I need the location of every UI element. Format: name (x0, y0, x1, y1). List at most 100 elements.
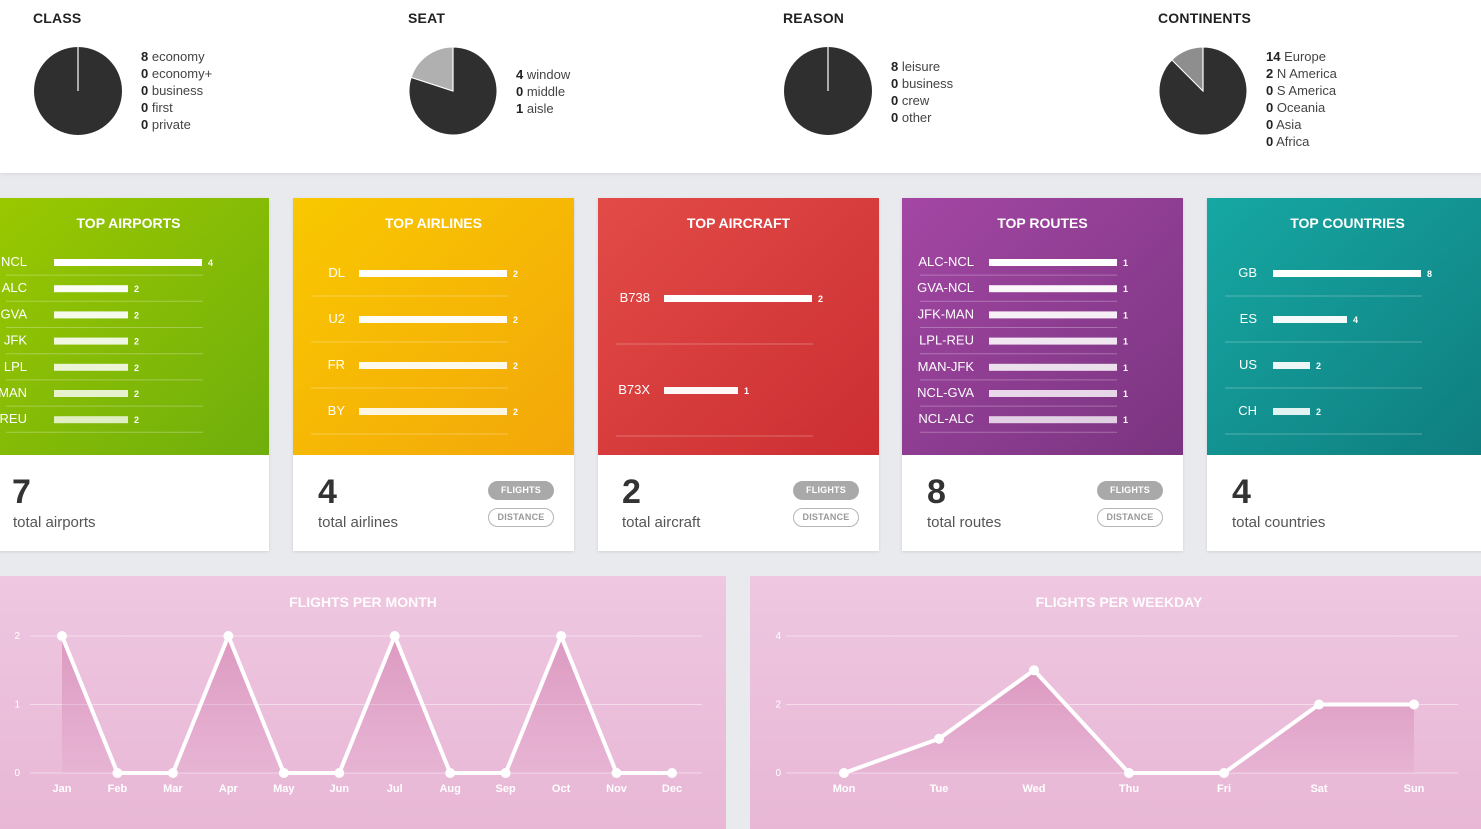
bar-fr[interactable] (359, 362, 507, 369)
bar-u2[interactable] (359, 316, 507, 323)
data-point-oct[interactable] (556, 631, 567, 641)
bar-b73x[interactable] (664, 387, 738, 394)
bar-value-us: 2 (1316, 361, 1321, 371)
data-point-sun[interactable] (1409, 699, 1419, 710)
bar-ch[interactable] (1273, 408, 1310, 415)
flights-per-month-chart: 0 1 2 Jan Feb Mar Apr May Jun Jul Aug Sep Oct Nov Dec (14, 631, 702, 795)
data-point-feb[interactable] (112, 768, 123, 778)
bar-lpl[interactable] (54, 363, 128, 371)
stat-label: economy+ (148, 66, 213, 81)
bar-value-lpl: 2 (134, 363, 139, 373)
data-point-aug[interactable] (445, 768, 456, 778)
bar-value-lpl-reu: 1 (1123, 337, 1128, 347)
data-point-mon[interactable] (839, 768, 849, 778)
x-tick-label: Jul (387, 783, 403, 795)
top-aircraft-bar-chart: B738 2 B73X 1 (598, 198, 879, 455)
data-point-jul[interactable] (389, 631, 400, 641)
x-tick-label: Aug (439, 783, 460, 795)
stat-count: 0 (1266, 100, 1274, 115)
stat-title: CONTINENTS (1158, 10, 1251, 26)
bar-ncl[interactable] (54, 259, 202, 266)
top-airlines-bar-chart: DL 2 U2 2 FR 2 BY 2 (293, 198, 574, 455)
bar-jfk-man[interactable] (989, 311, 1117, 319)
stat-label: S America (1273, 83, 1337, 98)
total-number: 8 (927, 473, 946, 511)
stat-label: Africa (1273, 134, 1310, 149)
bar-us[interactable] (1273, 362, 1310, 369)
y-tick-label: 0 (14, 768, 20, 779)
bar-value-gb: 8 (1427, 269, 1432, 279)
distance-toggle-button[interactable]: DISTANCE (793, 508, 859, 527)
bar-ncl-gva[interactable] (989, 390, 1117, 397)
bar-b738[interactable] (664, 295, 812, 302)
data-point-jun[interactable] (334, 768, 345, 778)
card-header: GB 8 ES 4 US 2 CH 2 TOP COUNTRIES (1207, 198, 1481, 455)
data-point-may[interactable] (278, 768, 289, 778)
data-point-dec[interactable] (667, 768, 677, 778)
stat-label: economy (148, 49, 205, 64)
stat-label: N America (1273, 66, 1337, 81)
stat-count: 0 (516, 84, 524, 99)
distance-toggle-button[interactable]: DISTANCE (488, 508, 554, 527)
card-background (0, 198, 269, 455)
bar-alc[interactable] (54, 285, 128, 293)
stat-label: Oceania (1273, 100, 1326, 115)
stat-legend-item: 0 middle (516, 83, 570, 100)
chart-title: FLIGHTS PER MONTH (289, 594, 437, 610)
bar-man[interactable] (54, 390, 128, 397)
stat-count: 0 (891, 93, 899, 108)
card-top-aircraft: B738 2 B73X 1 TOP AIRCRAFT 2 total aircraft… (598, 198, 879, 551)
data-point-tue[interactable] (934, 733, 944, 744)
flights-toggle-button[interactable]: FLIGHTS (488, 481, 554, 500)
bar-reu[interactable] (54, 416, 128, 424)
bar-value-es: 4 (1353, 315, 1358, 325)
bar-gb[interactable] (1273, 270, 1421, 277)
pie-slice-aisle (410, 46, 454, 92)
data-point-wed[interactable] (1029, 665, 1039, 676)
data-point-sat[interactable] (1314, 699, 1324, 710)
stat-count: 0 (1266, 117, 1274, 132)
x-tick-label: Jan (53, 783, 72, 795)
bar-label-gva: GVA (1, 306, 28, 321)
data-point-sep[interactable] (500, 768, 511, 778)
bar-es[interactable] (1273, 316, 1347, 323)
bar-jfk[interactable] (54, 337, 128, 345)
total-number: 4 (1232, 473, 1251, 511)
x-tick-label: Thu (1119, 783, 1139, 795)
flights-toggle-button[interactable]: FLIGHTS (1097, 481, 1163, 500)
y-tick-label: 0 (775, 768, 781, 779)
bar-gva[interactable] (54, 311, 128, 319)
distance-toggle-button[interactable]: DISTANCE (1097, 508, 1163, 527)
stat-legend-item: 0 crew (891, 92, 953, 109)
bar-value-b73x: 1 (744, 386, 749, 396)
card-title: TOP AIRLINES (385, 215, 482, 231)
data-point-jan[interactable] (57, 631, 67, 641)
data-point-fri[interactable] (1219, 768, 1229, 778)
bar-label-ncl-alc: NCL-ALC (918, 411, 974, 426)
x-tick-label: Oct (552, 783, 571, 795)
x-tick-label: Sun (1404, 783, 1425, 795)
flights-toggle-button[interactable]: FLIGHTS (793, 481, 859, 500)
data-point-mar[interactable] (167, 768, 178, 778)
bar-label-jfk-man: JFK-MAN (918, 306, 974, 321)
series-area (844, 670, 1414, 773)
bar-label-by: BY (328, 403, 346, 418)
bar-lpl-reu[interactable] (989, 337, 1117, 345)
stat-label: middle (523, 84, 566, 99)
bar-alc-ncl[interactable] (989, 259, 1117, 266)
bar-dl[interactable] (359, 270, 507, 277)
y-tick-label: 1 (14, 700, 20, 711)
stat-seat: SEAT 4 window 0 middle 1 aisle (408, 0, 768, 173)
data-point-thu[interactable] (1124, 768, 1134, 778)
data-point-nov[interactable] (611, 768, 622, 778)
card-footer: 8 total routes FLIGHTS DISTANCE (902, 455, 1183, 551)
data-point-apr[interactable] (223, 631, 234, 641)
bar-ncl-alc[interactable] (989, 416, 1117, 424)
stat-count: 8 (891, 59, 899, 74)
bar-man-jfk[interactable] (989, 363, 1117, 371)
stat-label: window (523, 67, 571, 82)
bar-by[interactable] (359, 408, 507, 415)
stat-label: first (148, 100, 173, 115)
card-top-countries: GB 8 ES 4 US 2 CH 2 TOP COUNTRIES 4 total count… (1207, 198, 1481, 551)
bar-gva-ncl[interactable] (989, 285, 1117, 293)
